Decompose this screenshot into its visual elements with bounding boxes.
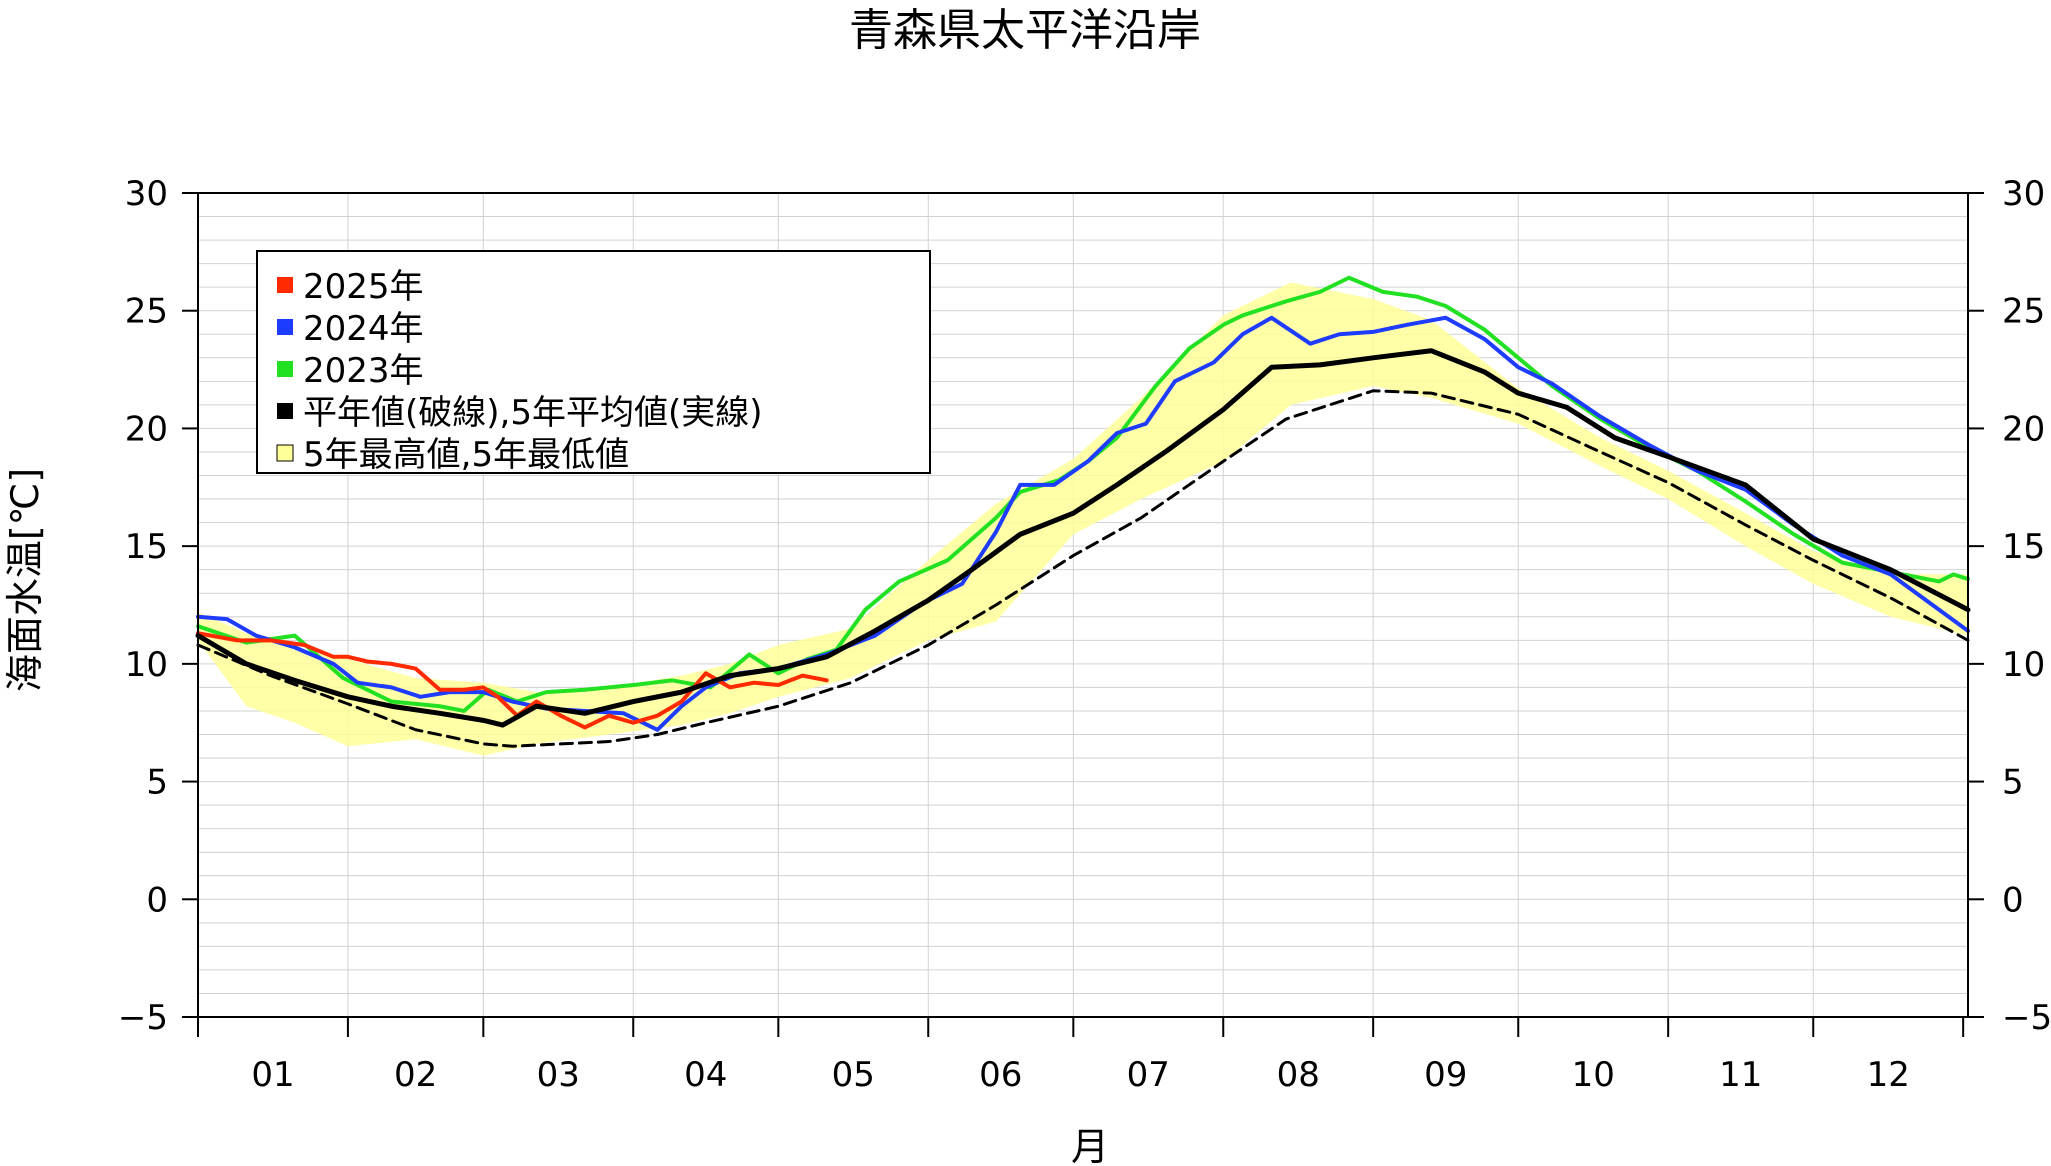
y-tick-label-left: 10: [125, 645, 168, 685]
x-tick-label: 06: [979, 1055, 1022, 1095]
y-tick-label-left: 0: [146, 880, 168, 920]
series-5yr-average-line: [195, 348, 1971, 728]
x-axis-label: 月: [1071, 1125, 1109, 1166]
series-normal-line: [196, 389, 1970, 748]
x-tick-label: 05: [832, 1055, 875, 1095]
legend-box: [256, 250, 931, 474]
plot-frame: [197, 192, 1969, 1018]
min-max-band-layer: [198, 282, 1968, 756]
y-tick-label-right: 10: [2002, 645, 2045, 685]
x-tick-label: 01: [251, 1055, 294, 1095]
y-axis-label: 海面水温[℃]: [3, 468, 47, 692]
legend-label: 2023年: [303, 351, 424, 391]
min-max-band: [198, 282, 1968, 756]
legend-label: 2025年: [303, 267, 424, 307]
y-tick-label-right: 0: [2002, 880, 2024, 920]
series-line-2024: [196, 315, 1970, 732]
legend-swatch: [276, 444, 294, 462]
y-tick-label-right: 15: [2002, 527, 2045, 567]
x-tick-label: 12: [1867, 1055, 1910, 1095]
legend-label: 2024年: [303, 309, 424, 349]
x-tick-label: 02: [394, 1055, 437, 1095]
y-tick-label-right: −5: [2002, 998, 2051, 1038]
y-tick-label-left: 15: [125, 527, 168, 567]
legend-label: 5年最高値,5年最低値: [303, 435, 629, 475]
y-tick-label-right: 30: [2002, 174, 2045, 214]
y-tick-label-left: 5: [146, 763, 168, 803]
legend-label: 平年値(破線),5年平均値(実線): [303, 393, 763, 433]
y-tick-label-right: 25: [2002, 292, 2045, 332]
y-tick-label-right: 5: [2002, 763, 2024, 803]
x-tick-label: 10: [1572, 1055, 1615, 1095]
legend: 2025年2024年2023年平年値(破線),5年平均値(実線)5年最高値,5年…: [256, 250, 931, 475]
x-tick-label: 03: [537, 1055, 580, 1095]
y-tick-label-left: 30: [125, 174, 168, 214]
x-tick-label: 04: [684, 1055, 727, 1095]
x-tick-label: 11: [1719, 1055, 1762, 1095]
y-tick-label-right: 20: [2002, 409, 2045, 449]
legend-swatch: [277, 361, 293, 377]
legend-swatch: [277, 277, 293, 293]
legend-swatch: [277, 403, 293, 419]
y-tick-label-left: 20: [125, 409, 168, 449]
y-tick-label-left: −5: [118, 998, 168, 1038]
x-tick-label: 07: [1127, 1055, 1170, 1095]
chart-title: 青森県太平洋沿岸: [849, 5, 1201, 56]
series-layer: [195, 275, 1971, 748]
x-tick-label: 08: [1277, 1055, 1320, 1095]
x-tick-label: 09: [1424, 1055, 1467, 1095]
y-tick-label-left: 25: [125, 292, 168, 332]
legend-swatch: [277, 319, 293, 335]
